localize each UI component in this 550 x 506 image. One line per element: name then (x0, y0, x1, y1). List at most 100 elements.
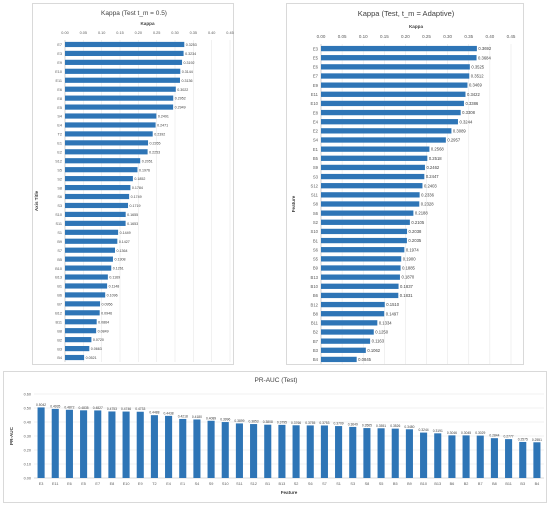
bar (292, 425, 300, 478)
x-tick-label: 0.45 (507, 34, 516, 39)
x-tick-label: 0.20 (401, 34, 410, 39)
x-tick-label: 0.05 (338, 34, 347, 39)
bar (434, 433, 442, 478)
bar (462, 435, 470, 478)
bar (179, 418, 187, 478)
data-label: 0.1163 (372, 339, 385, 344)
category-label: B13 (311, 275, 319, 280)
category-label: E6 (67, 482, 72, 486)
bar (391, 428, 399, 478)
data-label: 0.3144 (182, 70, 193, 74)
category-label: B4 (535, 482, 540, 486)
data-label: 0.4733 (135, 407, 145, 411)
data-label: 0.3029 (475, 431, 485, 435)
data-label: 0.4488 (149, 411, 159, 415)
bar (278, 424, 286, 478)
category-label: B13 (55, 276, 62, 280)
category-label: B7 (57, 303, 62, 307)
x-tick-label: 0.45 (226, 31, 233, 35)
x-tick-label: 0.15 (116, 31, 123, 35)
bar (321, 146, 430, 152)
category-label: E6 (57, 88, 62, 92)
bar (65, 211, 126, 218)
data-label: 0.2188 (415, 211, 428, 216)
category-label: B9 (313, 266, 319, 271)
data-label: 0.2949 (175, 106, 186, 110)
category-label: B6 (450, 482, 455, 486)
bar (321, 311, 385, 317)
category-label: B13 (279, 482, 286, 486)
category-label: B6 (313, 293, 319, 298)
bar (321, 338, 371, 344)
data-label: 0.1308 (114, 258, 125, 262)
category-label: E9 (313, 83, 319, 88)
category-label: S2 (313, 220, 319, 225)
category-label: B9 (57, 240, 62, 244)
category-label: E3 (57, 52, 62, 56)
data-label: 0.3480 (404, 425, 414, 429)
bar (321, 228, 408, 235)
x-tick-label: 0.40 (486, 34, 495, 39)
bar (235, 423, 243, 478)
data-label: 0.0956 (102, 302, 113, 306)
category-label: S7 (322, 482, 327, 486)
data-label: 0.4935 (50, 404, 60, 408)
data-label: 0.3684 (478, 55, 491, 60)
data-label: 0.1837 (400, 284, 413, 289)
category-label: E1 (57, 142, 62, 146)
kappa-fixed-panel: Kappa (Test t_m = 0.5) Kappa 0.00 0.05 0.10 0… (32, 3, 234, 365)
category-label: E3 (39, 482, 44, 486)
category-label: B8 (313, 311, 319, 316)
data-label: 0.0845 (358, 357, 371, 362)
data-label: 0.0663 (91, 347, 102, 351)
data-label: 0.3853 (249, 420, 259, 424)
bar (65, 158, 141, 164)
data-label: 0.1250 (375, 330, 388, 335)
bar (321, 329, 374, 335)
data-label: 0.3551 (376, 424, 386, 428)
bar (65, 86, 176, 92)
bar (65, 354, 85, 361)
y-axis-label: PR-AUC (9, 426, 14, 445)
y-tick-label: 0.10 (24, 463, 31, 467)
category-label: E8 (313, 110, 319, 115)
kappa-adaptive-chart: Kappa (Test, t_m = Adaptive) Kappa 0.00 0.0… (291, 9, 516, 364)
x-tick-label: 0.40 (208, 31, 215, 35)
data-label: 0.3244 (459, 119, 472, 124)
bar (363, 428, 371, 478)
data-label: 0.2051 (142, 159, 153, 163)
category-label: B6 (57, 294, 62, 298)
bar (321, 64, 470, 70)
bar (221, 422, 229, 478)
bar (505, 439, 513, 478)
category-label: B1 (57, 285, 62, 289)
bar (321, 356, 357, 363)
data-label: 0.2568 (431, 147, 444, 152)
y-tick-label: 0.00 (24, 477, 31, 481)
category-label: S5 (379, 482, 384, 486)
bar (65, 113, 157, 119)
category-label: E1 (180, 482, 185, 486)
data-label: 0.4218 (178, 414, 188, 418)
data-label: 0.2253 (149, 150, 160, 154)
bar (65, 104, 174, 110)
x-axis-label: Kappa (409, 24, 423, 29)
bar (65, 337, 92, 343)
bar (65, 50, 184, 57)
data-label: 0.4089 (206, 416, 216, 420)
bar (65, 167, 138, 173)
category-label: T2 (152, 482, 156, 486)
category-label: E10 (311, 101, 319, 106)
category-label: E7 (57, 43, 62, 47)
data-label: 0.1261 (113, 267, 124, 271)
data-label: 0.1784 (132, 186, 143, 190)
category-label: S11 (56, 222, 62, 226)
y-axis-label: Axis Title (34, 190, 39, 211)
data-label: 0.2491 (158, 115, 169, 119)
data-label: 0.1976 (139, 168, 150, 172)
data-label: 0.4438 (164, 411, 174, 415)
category-label: E9 (138, 482, 143, 486)
category-label: S5 (313, 257, 319, 262)
bar (321, 55, 477, 61)
category-label: B7 (313, 339, 319, 344)
